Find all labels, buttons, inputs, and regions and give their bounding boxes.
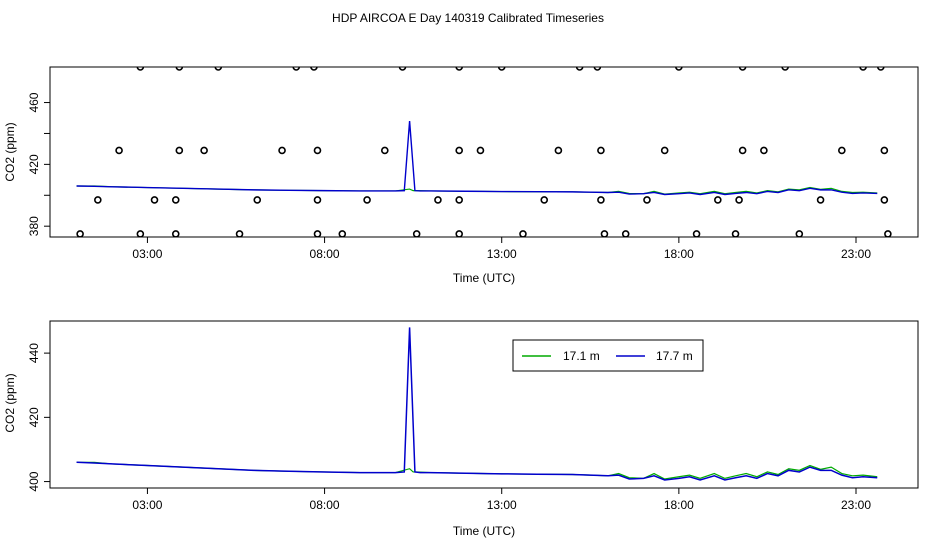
data-point (880, 196, 889, 204)
legend-label-17-1m: 17.1 m (563, 349, 600, 363)
data-point (600, 230, 609, 237)
data-point (519, 230, 527, 237)
legend: 17.1 m 17.7 m (512, 339, 704, 372)
data-point (398, 67, 407, 71)
top-series-line-17-7m (76, 121, 878, 196)
figure-title: HDP AIRCOA E Day 140319 Calibrated Times… (332, 11, 604, 25)
data-point (150, 196, 159, 204)
top-panel-ytick-label: 460 (27, 92, 41, 112)
top-panel-xtick-label: 18:00 (664, 247, 694, 261)
data-point (313, 146, 322, 155)
data-point (880, 146, 889, 155)
data-point (781, 67, 789, 71)
data-point (235, 230, 244, 237)
bottom-panel-ytick-label: 420 (27, 407, 41, 427)
bottom-panel-xtick-label: 23:00 (841, 498, 871, 512)
data-point (136, 67, 145, 71)
data-point (214, 67, 223, 71)
data-point (738, 146, 747, 155)
bottom-panel-xtick-label: 13:00 (487, 498, 517, 512)
data-point (643, 196, 651, 204)
data-point (115, 146, 123, 155)
top-panel-xtick-label: 23:00 (841, 247, 871, 261)
legend-label-17-7m: 17.7 m (656, 349, 693, 363)
data-point (434, 196, 442, 204)
bottom-panel-frame (49, 320, 919, 489)
data-point (171, 196, 180, 204)
top-series-line-17-1m (76, 185, 878, 195)
data-point (714, 196, 722, 204)
data-point (731, 230, 740, 237)
data-point (795, 230, 804, 237)
data-point (497, 67, 506, 71)
bottom-panel-xtick-label: 03:00 (132, 498, 162, 512)
data-point (412, 230, 421, 237)
top-panel-frame (49, 66, 919, 238)
data-point (597, 196, 605, 204)
bottom-panel-ylabel: CO2 (ppm) (3, 373, 17, 432)
data-point (253, 196, 262, 204)
bottom-panel: 03:00 08:00 13:00 18:00 23:00 400 420 440 Time … (3, 320, 919, 538)
bottom-panel-plot-area: 03:00 08:00 13:00 18:00 23:00 400 420 440 (27, 320, 919, 512)
data-point (455, 196, 464, 204)
bottom-panel-ytick-label: 400 (27, 471, 41, 491)
data-point (859, 67, 867, 71)
data-point (593, 67, 602, 71)
data-point (310, 67, 318, 71)
bottom-panel-xlabel: Time (UTC) (453, 524, 515, 538)
data-point (554, 146, 563, 155)
data-point (76, 230, 84, 237)
data-point (455, 146, 464, 155)
data-point (877, 67, 885, 71)
data-point (313, 230, 322, 237)
data-point (455, 230, 463, 237)
bottom-panel-ytick-label: 440 (27, 343, 41, 363)
data-point (597, 146, 605, 155)
data-point (540, 196, 549, 204)
top-panel-xtick-label: 13:00 (487, 247, 517, 261)
top-panel: 03:00 08:00 13:00 18:00 23:00 380 420 460 Time … (3, 66, 919, 285)
data-point (884, 230, 892, 237)
data-point (200, 146, 208, 155)
data-point (175, 146, 184, 155)
top-panel-ylabel: CO2 (ppm) (3, 122, 17, 181)
data-point (171, 230, 180, 237)
data-point (338, 230, 347, 237)
top-panel-xlabel: Time (UTC) (453, 271, 515, 285)
data-point (838, 146, 846, 155)
top-panel-plot-area: 03:00 08:00 13:00 18:00 23:00 380 420 460 (27, 66, 919, 261)
top-panel-xtick-label: 08:00 (310, 247, 340, 261)
data-point (94, 196, 102, 204)
top-panel-xtick-label: 03:00 (132, 247, 162, 261)
data-point (455, 67, 463, 71)
data-point (816, 196, 825, 204)
data-point (476, 146, 485, 155)
bottom-panel-xtick-label: 18:00 (664, 498, 694, 512)
top-panel-ytick-label: 420 (27, 154, 41, 174)
data-point (292, 67, 301, 71)
data-point (313, 196, 322, 204)
series-line-17-7-m (76, 327, 878, 481)
top-panel-ytick-label: 380 (27, 216, 41, 236)
bottom-panel-xtick-label: 08:00 (310, 498, 340, 512)
data-point (278, 146, 286, 155)
data-point (363, 196, 371, 204)
data-point (735, 196, 743, 204)
data-point (760, 146, 768, 155)
data-point (380, 146, 389, 155)
data-point (136, 230, 145, 237)
data-point (575, 67, 584, 71)
data-point (692, 230, 701, 237)
series-line-17-1-m (76, 461, 878, 480)
data-point (738, 67, 747, 71)
data-point (175, 67, 184, 71)
data-point (675, 67, 683, 71)
data-point (660, 146, 669, 155)
data-point (621, 230, 630, 237)
